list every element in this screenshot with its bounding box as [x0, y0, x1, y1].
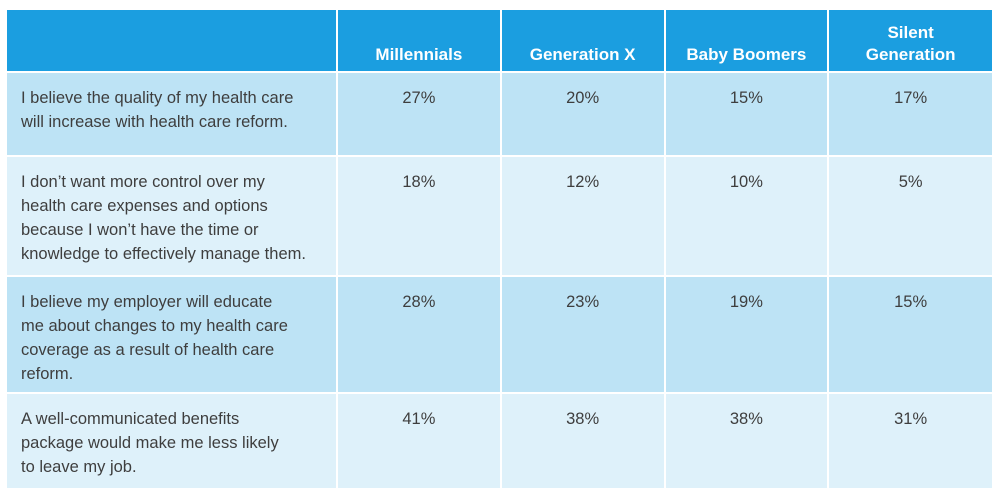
statement-line: coverage as a result of health care [21, 341, 275, 359]
statement-line: I don’t want more control over my [21, 173, 265, 191]
statement-line: reform. [21, 365, 74, 383]
value-cell: 31% [828, 393, 992, 490]
header-cell-generation-x: Generation X [500, 10, 666, 73]
value-cell: 41% [337, 393, 502, 490]
value-cell: 12% [500, 156, 666, 277]
header-cell-baby-boomers: Baby Boomers [664, 10, 830, 73]
statement-cell: A well-communicated benefits package wou… [7, 393, 338, 490]
value-cell: 10% [664, 156, 830, 277]
table-row: I believe my employer will educate me ab… [7, 276, 992, 394]
table-row: A well-communicated benefits package wou… [7, 393, 992, 490]
statement-cell: I believe my employer will educate me ab… [7, 276, 338, 394]
value-cell: 23% [500, 276, 666, 394]
header-cell-silent-generation: Silent Generation [828, 10, 992, 73]
statement-line: health care expenses and options [21, 197, 268, 215]
statement-line: me about changes to my health care [21, 317, 288, 335]
value-cell: 38% [500, 393, 666, 490]
header-cell-millennials: Millennials [337, 10, 502, 73]
value-cell: 5% [828, 156, 992, 277]
header-row: Millennials Generation X Baby Boomers Si… [7, 10, 992, 73]
value-cell: 18% [337, 156, 502, 277]
table-row: I don’t want more control over my health… [7, 156, 992, 277]
value-cell: 28% [337, 276, 502, 394]
value-cell: 38% [664, 393, 830, 490]
value-cell: 27% [337, 72, 502, 157]
statement-line: will increase with health care reform. [21, 113, 288, 131]
header-label: Millennials [375, 45, 463, 64]
statement-cell: I don’t want more control over my health… [7, 156, 338, 277]
value-cell: 20% [500, 72, 666, 157]
value-cell: 17% [828, 72, 992, 157]
header-cell-statement [7, 10, 338, 73]
statement-line: I believe the quality of my health care [21, 89, 294, 107]
survey-table: Millennials Generation X Baby Boomers Si… [7, 10, 992, 490]
table-row: I believe the quality of my health care … [7, 72, 992, 157]
header-label: Baby Boomers [686, 45, 807, 64]
header-label-line: Silent [887, 23, 934, 42]
value-cell: 15% [664, 72, 830, 157]
statement-cell: I believe the quality of my health care … [7, 72, 338, 157]
statement-line: A well-communicated benefits [21, 410, 240, 428]
value-cell: 19% [664, 276, 830, 394]
survey-table-container: Millennials Generation X Baby Boomers Si… [7, 10, 992, 490]
statement-line: to leave my job. [21, 458, 137, 476]
statement-line: knowledge to effectively manage them. [21, 245, 306, 263]
header-label: Generation X [529, 45, 636, 64]
header-label-line: Generation [865, 45, 956, 64]
statement-line: package would make me less likely [21, 434, 279, 452]
statement-line: I believe my employer will educate [21, 293, 273, 311]
value-cell: 15% [828, 276, 992, 394]
statement-line: because I won’t have the time or [21, 221, 259, 239]
